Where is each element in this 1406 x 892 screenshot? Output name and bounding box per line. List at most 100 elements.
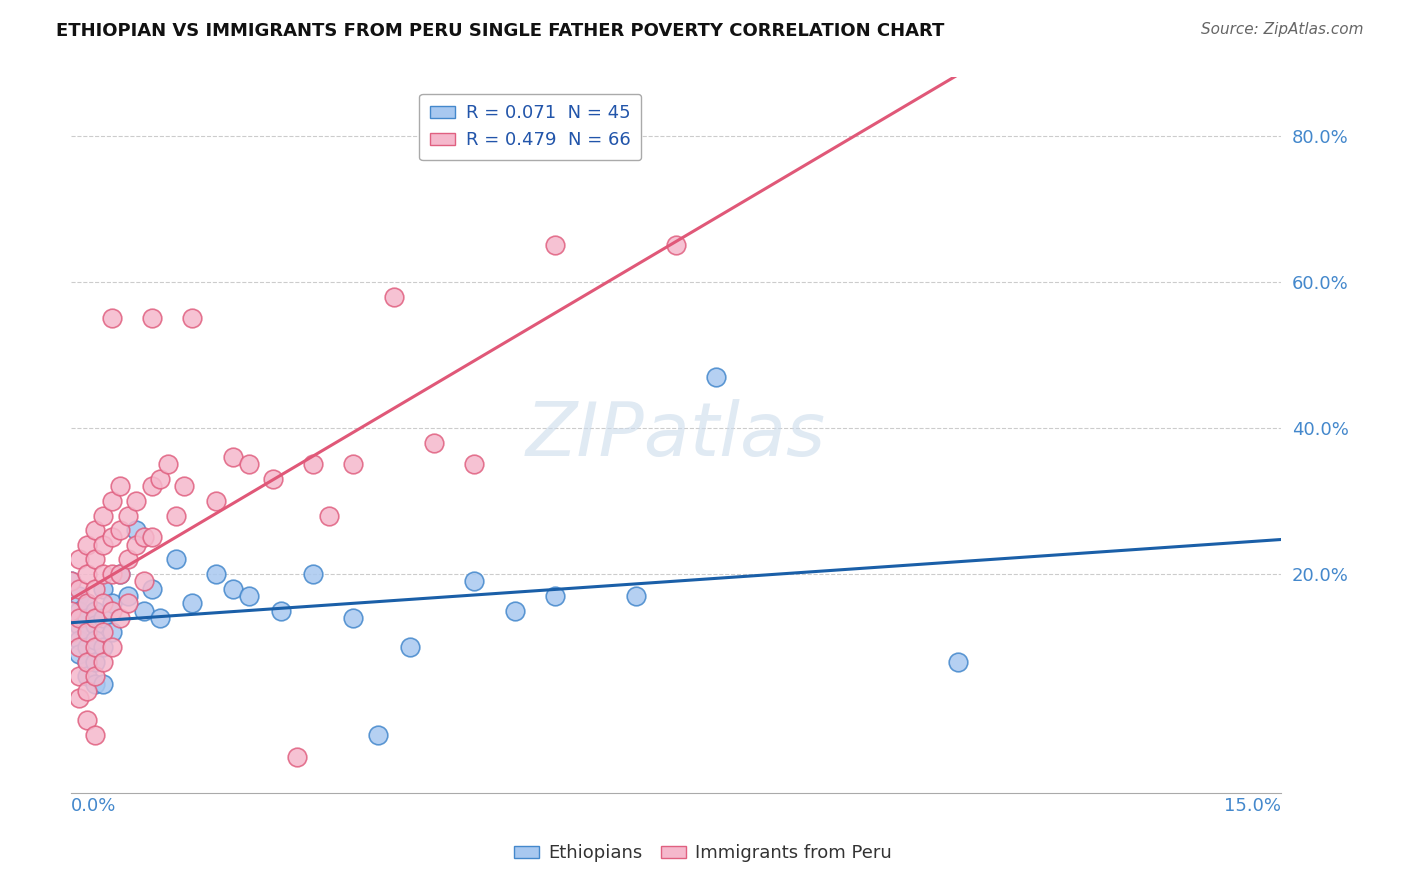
- Point: [84, 632, 107, 647]
- Point: [108, 611, 131, 625]
- Point: [149, 472, 172, 486]
- Point: [100, 311, 122, 326]
- Point: [285, 749, 308, 764]
- Point: [117, 552, 139, 566]
- Point: [93, 611, 115, 625]
- Point: [117, 589, 139, 603]
- Point: [60, 574, 83, 589]
- Point: [76, 655, 98, 669]
- Point: [238, 589, 260, 603]
- Text: 15.0%: 15.0%: [1223, 797, 1281, 814]
- Point: [84, 603, 107, 617]
- Point: [67, 618, 90, 632]
- Point: [67, 648, 90, 662]
- Point: [84, 728, 107, 742]
- Point: [117, 596, 139, 610]
- Point: [238, 458, 260, 472]
- Point: [108, 566, 131, 581]
- Point: [342, 458, 364, 472]
- Legend: R = 0.071  N = 45, R = 0.479  N = 66: R = 0.071 N = 45, R = 0.479 N = 66: [419, 94, 641, 161]
- Point: [221, 582, 243, 596]
- Point: [93, 655, 115, 669]
- Point: [665, 238, 688, 252]
- Point: [205, 566, 228, 581]
- Point: [181, 311, 204, 326]
- Point: [93, 508, 115, 523]
- Point: [67, 589, 90, 603]
- Point: [544, 589, 567, 603]
- Point: [423, 435, 446, 450]
- Point: [948, 655, 970, 669]
- Point: [399, 640, 422, 654]
- Point: [100, 566, 122, 581]
- Text: Source: ZipAtlas.com: Source: ZipAtlas.com: [1201, 22, 1364, 37]
- Point: [76, 566, 98, 581]
- Point: [165, 552, 187, 566]
- Point: [76, 625, 98, 640]
- Point: [108, 566, 131, 581]
- Point: [93, 625, 115, 640]
- Point: [624, 589, 647, 603]
- Point: [84, 523, 107, 537]
- Point: [84, 655, 107, 669]
- Point: [76, 669, 98, 683]
- Point: [76, 611, 98, 625]
- Point: [93, 640, 115, 654]
- Point: [67, 669, 90, 683]
- Point: [141, 582, 163, 596]
- Point: [84, 552, 107, 566]
- Point: [84, 676, 107, 690]
- Point: [76, 655, 98, 669]
- Legend: Ethiopians, Immigrants from Peru: Ethiopians, Immigrants from Peru: [508, 838, 898, 870]
- Point: [67, 582, 90, 596]
- Point: [76, 713, 98, 727]
- Point: [76, 596, 98, 610]
- Point: [117, 508, 139, 523]
- Point: [503, 603, 526, 617]
- Point: [141, 311, 163, 326]
- Point: [93, 596, 115, 610]
- Text: ZIPatlas: ZIPatlas: [526, 400, 827, 471]
- Point: [125, 494, 148, 508]
- Point: [84, 640, 107, 654]
- Point: [342, 611, 364, 625]
- Point: [93, 582, 115, 596]
- Point: [100, 625, 122, 640]
- Text: ETHIOPIAN VS IMMIGRANTS FROM PERU SINGLE FATHER POVERTY CORRELATION CHART: ETHIOPIAN VS IMMIGRANTS FROM PERU SINGLE…: [56, 22, 945, 40]
- Point: [100, 596, 122, 610]
- Point: [67, 552, 90, 566]
- Point: [60, 625, 83, 640]
- Point: [76, 625, 98, 640]
- Point: [125, 523, 148, 537]
- Point: [302, 566, 325, 581]
- Point: [141, 479, 163, 493]
- Point: [93, 566, 115, 581]
- Point: [318, 508, 340, 523]
- Point: [382, 289, 405, 303]
- Text: 0.0%: 0.0%: [72, 797, 117, 814]
- Point: [132, 574, 155, 589]
- Point: [544, 238, 567, 252]
- Point: [141, 531, 163, 545]
- Point: [67, 611, 90, 625]
- Point: [132, 531, 155, 545]
- Point: [93, 538, 115, 552]
- Point: [156, 458, 179, 472]
- Point: [149, 611, 172, 625]
- Point: [76, 538, 98, 552]
- Point: [270, 603, 292, 617]
- Point: [108, 479, 131, 493]
- Point: [463, 458, 485, 472]
- Point: [125, 538, 148, 552]
- Point: [463, 574, 485, 589]
- Point: [67, 691, 90, 706]
- Point: [108, 523, 131, 537]
- Point: [84, 611, 107, 625]
- Point: [76, 640, 98, 654]
- Point: [84, 618, 107, 632]
- Point: [60, 603, 83, 617]
- Point: [221, 450, 243, 465]
- Point: [84, 582, 107, 596]
- Point: [67, 603, 90, 617]
- Point: [67, 640, 90, 654]
